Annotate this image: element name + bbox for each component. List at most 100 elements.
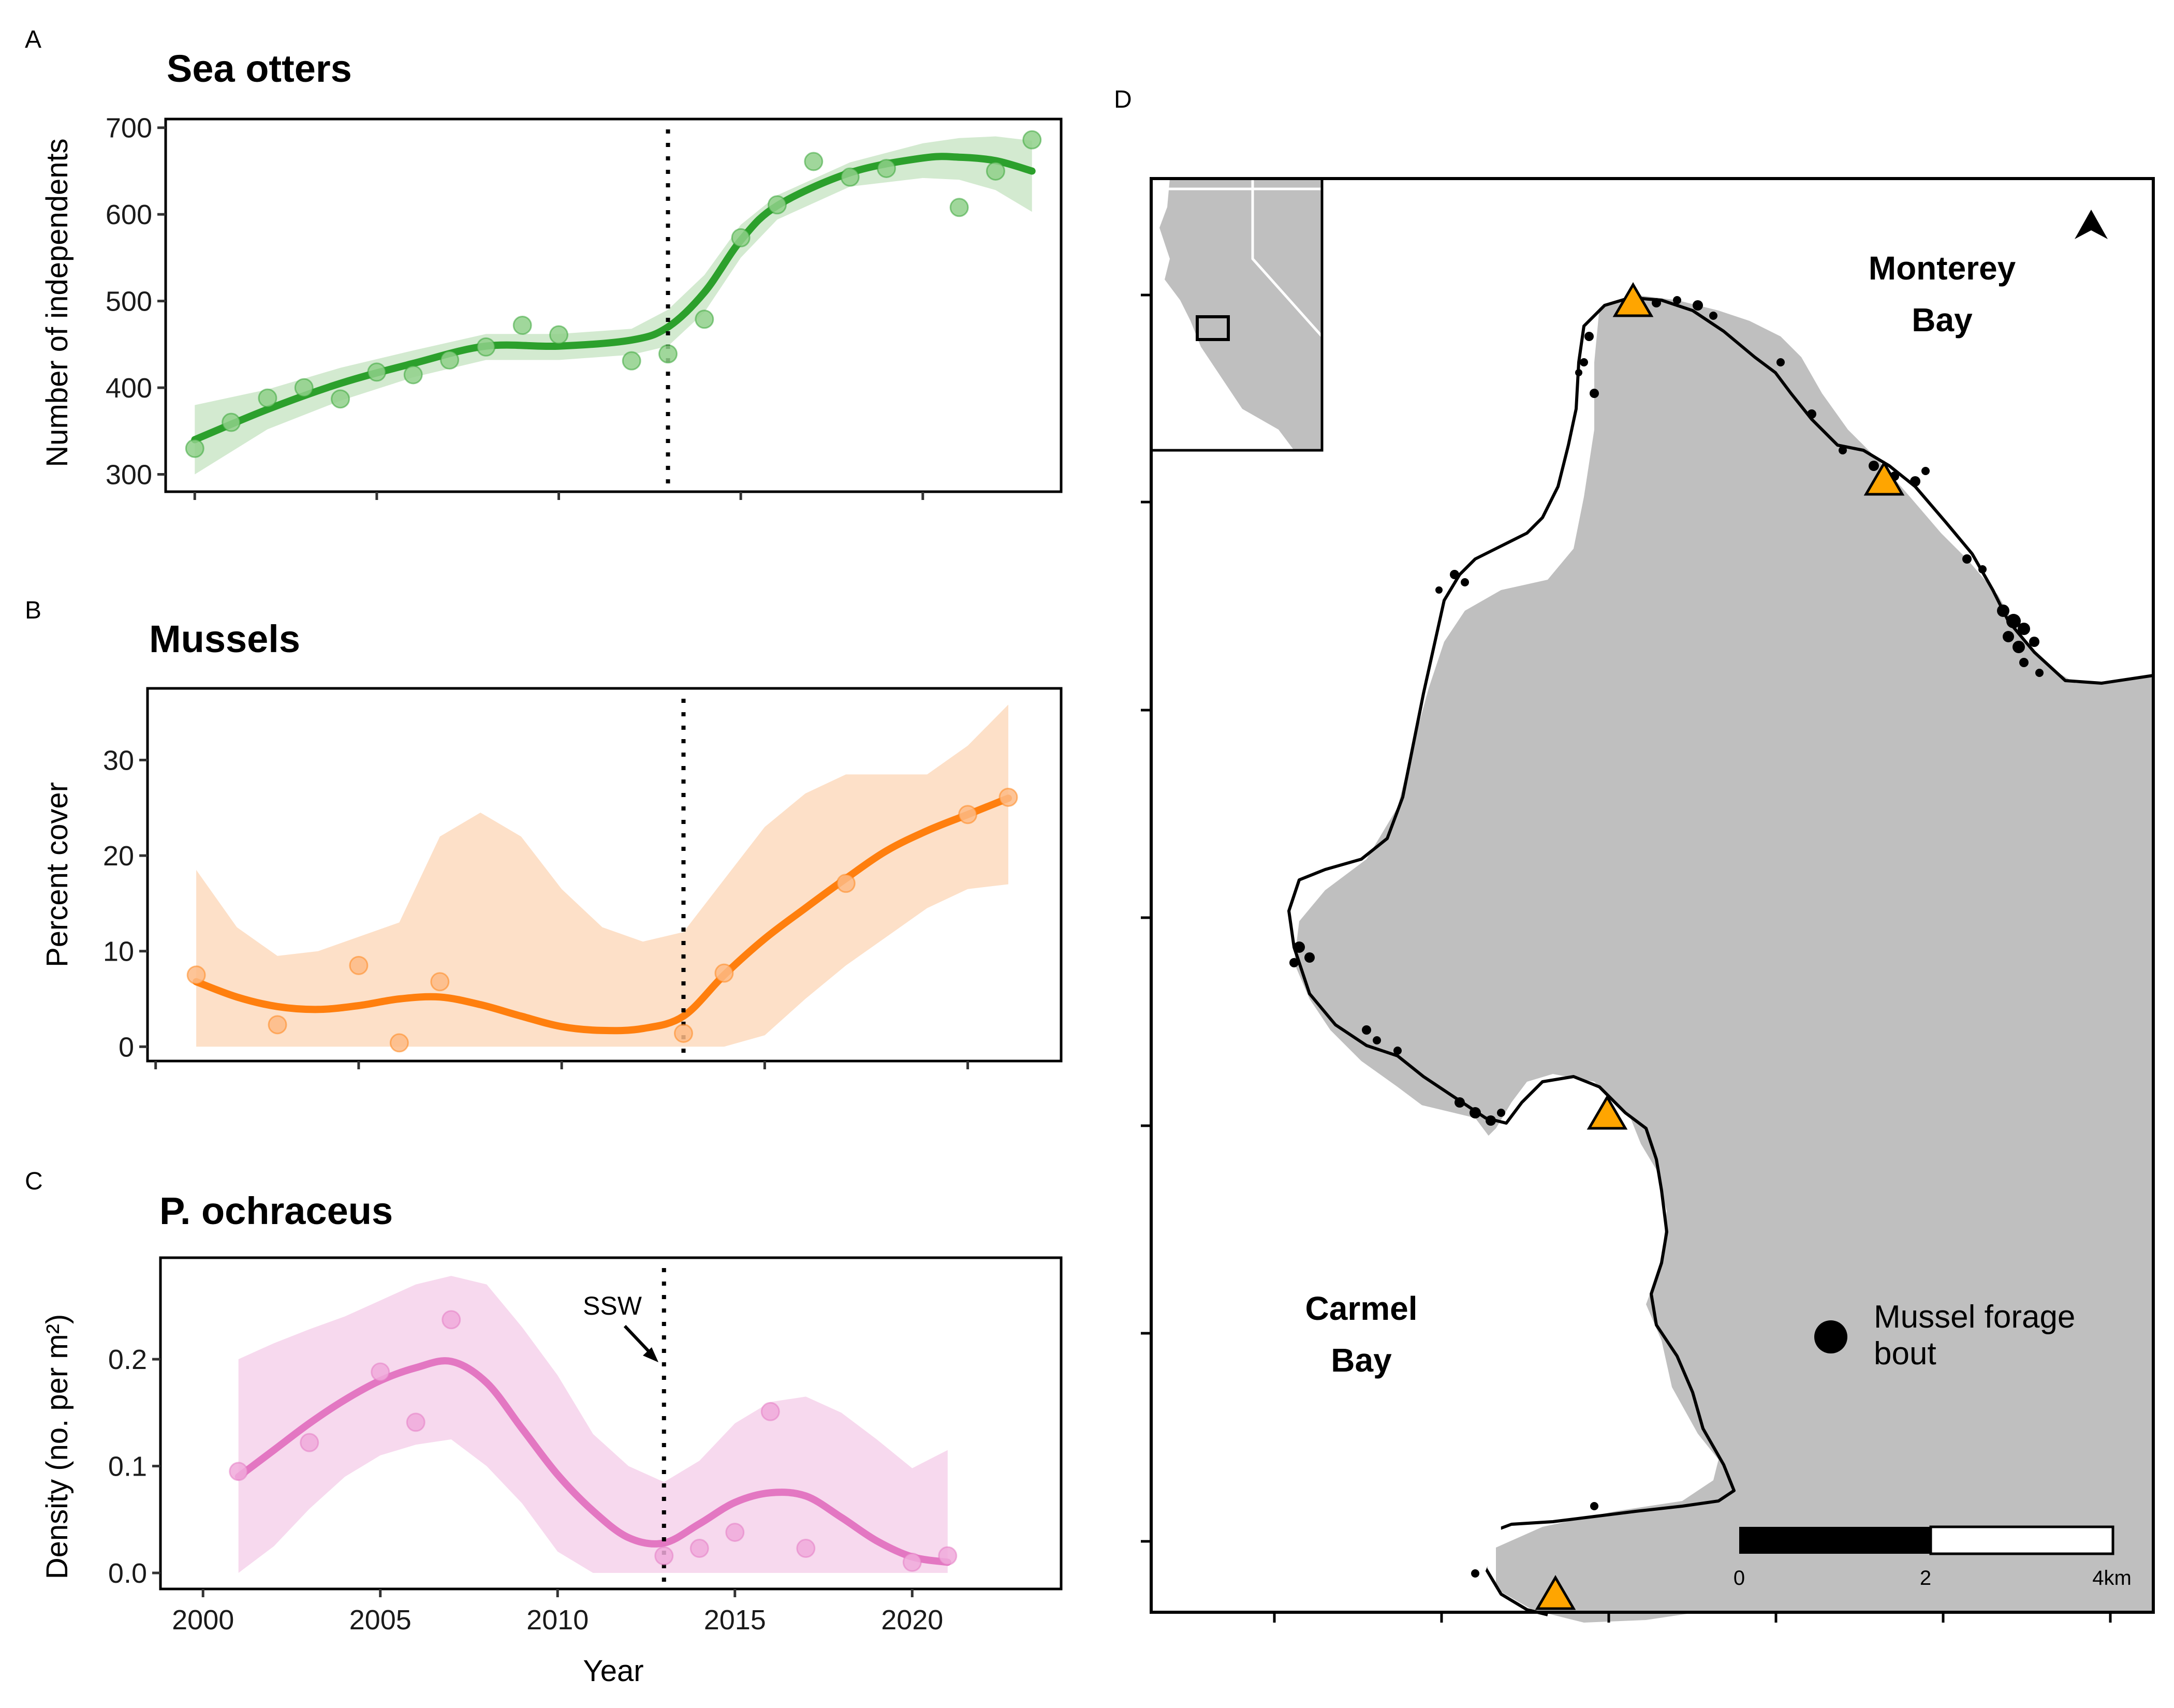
chart-title: Mussels — [149, 617, 300, 660]
data-point — [258, 388, 277, 408]
forage-bout-dot — [2029, 637, 2039, 647]
data-point — [840, 167, 860, 187]
data-point — [804, 152, 824, 171]
carmel-bay-label-line1: Carmel — [1305, 1290, 1418, 1327]
scale-label-2: 2 — [1920, 1567, 1931, 1589]
forage-bout-dot — [1584, 332, 1594, 341]
triangle-site-icon — [1535, 1575, 1576, 1610]
data-point — [731, 228, 751, 247]
y-axis-title: Number of independents — [40, 138, 74, 467]
points-layer — [185, 130, 1042, 458]
forage-bout-dot — [1839, 446, 1847, 454]
forage-bout-dot — [1807, 409, 1816, 419]
data-point — [389, 1033, 409, 1053]
x-tick-label: 2000 — [172, 1604, 234, 1636]
forage-bout-dot — [1776, 358, 1785, 366]
data-point — [1022, 130, 1042, 150]
y-tick-label: 10 — [103, 936, 134, 967]
inset-locator-box — [1196, 315, 1230, 341]
forage-bout-dot — [1590, 1502, 1598, 1510]
plot-frame — [146, 687, 1063, 1063]
forage-bout-dot — [1304, 952, 1315, 963]
y-tick-label: 700 — [106, 113, 152, 144]
data-point — [689, 1539, 709, 1558]
confidence-band-layer — [196, 704, 1009, 1047]
forage-bout-dot — [1652, 298, 1661, 307]
data-point — [949, 198, 969, 217]
inset-state-border — [1167, 179, 1323, 337]
confidence-band — [195, 136, 1032, 475]
map-axis-ticks — [1141, 293, 2112, 1623]
confidence-band — [196, 704, 1009, 1047]
x-ticks-layer: 2000 2005 2010 2015 2020 — [172, 1589, 943, 1636]
panel-d-map: Monterey Bay Carmel Bay Mussel forage bo… — [1141, 177, 2155, 1623]
forage-bout-dot — [1294, 941, 1305, 953]
data-point — [658, 344, 678, 364]
y-tick-label: 0.0 — [108, 1558, 147, 1589]
forage-bout-dot — [2013, 641, 2025, 653]
forage-bout-dot — [1450, 570, 1459, 579]
sample-sites — [1535, 282, 1905, 1610]
data-point — [549, 325, 569, 345]
data-point — [998, 787, 1018, 807]
north-arrow-icon — [2075, 210, 2108, 239]
confidence-band — [238, 1276, 948, 1573]
inset-map — [1150, 177, 1324, 452]
data-point — [349, 955, 369, 975]
forage-bout-dot — [1978, 565, 1987, 573]
data-point — [268, 1015, 287, 1035]
data-point — [902, 1552, 922, 1572]
y-tick-label: 30 — [103, 745, 134, 776]
forage-bout-dot — [1393, 1047, 1402, 1055]
data-point — [725, 1523, 745, 1542]
x-tick-label: 2015 — [704, 1604, 766, 1636]
forage-bout-dot — [1910, 476, 1920, 487]
plot-frame — [159, 1256, 1063, 1591]
data-point — [836, 874, 856, 893]
forage-bout-dot — [1673, 296, 1681, 304]
forage-bout-dot — [2018, 623, 2030, 635]
data-point — [512, 316, 532, 335]
forage-bout-dot — [2019, 658, 2029, 667]
forage-bout-dot — [1580, 358, 1588, 366]
scale-bar-white — [1929, 1525, 2114, 1555]
chart-title: Sea otters — [167, 47, 352, 90]
forage-bout-dot — [1575, 369, 1582, 376]
data-point — [294, 378, 314, 397]
plot-frame-layer — [164, 117, 1063, 493]
forage-bout-dot — [1497, 1109, 1505, 1117]
y-axis-title: Density (no. per m²) — [40, 1314, 74, 1579]
scale-label-4km: 4km — [2092, 1567, 2132, 1589]
scale-bar-black — [1739, 1527, 1931, 1554]
forage-bout-dot — [1962, 554, 1972, 564]
forage-bout-dot — [2006, 614, 2021, 628]
triangle-site-icon — [1587, 1095, 1628, 1130]
legend-dot — [1814, 1320, 1847, 1353]
data-point — [406, 1412, 425, 1432]
y-ticks-layer: 300 400 500 600 700 — [106, 113, 166, 491]
inset-land — [1159, 179, 1322, 450]
panel-b-mussels: Mussels 0 10 20 30 Percent cover — [40, 617, 1063, 1069]
x-tick-label: 2005 — [349, 1604, 412, 1636]
forage-bout-dot — [1289, 958, 1299, 967]
x-tick-label: 2010 — [526, 1604, 589, 1636]
y-axis-title: Percent cover — [40, 782, 74, 967]
forage-bout-dot — [1709, 312, 1717, 320]
data-point — [796, 1539, 816, 1558]
panel-letter-d: D — [1114, 86, 1132, 113]
triangle-site-icon — [1863, 461, 1905, 496]
x-axis-title: Year — [583, 1654, 643, 1688]
data-point — [430, 972, 450, 992]
monterey-bay-label-line2: Bay — [1912, 301, 1973, 338]
forage-bout-dot — [1590, 389, 1599, 398]
fit-line — [193, 794, 1012, 1035]
confidence-band-layer — [238, 1276, 948, 1573]
data-point — [440, 350, 460, 370]
plot-frame-layer — [159, 1256, 1063, 1591]
fit-line-layer — [193, 794, 1012, 1035]
data-point — [476, 337, 496, 357]
forage-bout-dot — [1362, 1025, 1371, 1035]
panel-letter-b: B — [25, 597, 41, 624]
points-layer — [186, 787, 1018, 1053]
